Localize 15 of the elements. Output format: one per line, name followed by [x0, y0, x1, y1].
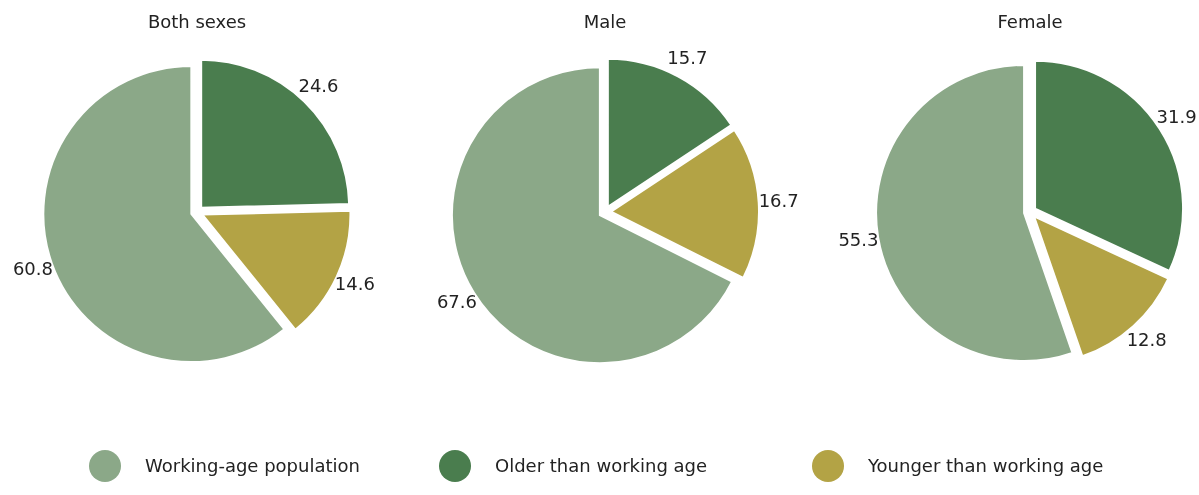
chart-title: Both sexes: [147, 11, 247, 32]
legend-label: Younger than working age: [867, 455, 1104, 476]
chart-title: Male: [583, 11, 627, 32]
legend-label: Working-age population: [145, 455, 360, 476]
data-label: 12.8: [1126, 329, 1167, 351]
legend-label: Older than working age: [495, 455, 708, 476]
data-label: 24.6: [298, 75, 339, 97]
data-label: 15.7: [667, 46, 708, 68]
chart-title: Female: [997, 11, 1063, 32]
data-label: 60.8: [12, 257, 53, 279]
data-label: 67.6: [436, 291, 477, 313]
data-label: 14.6: [334, 273, 375, 295]
data-label: 55.3: [838, 228, 879, 250]
data-label: 31.9: [1156, 106, 1197, 128]
data-label: 16.7: [758, 189, 799, 211]
